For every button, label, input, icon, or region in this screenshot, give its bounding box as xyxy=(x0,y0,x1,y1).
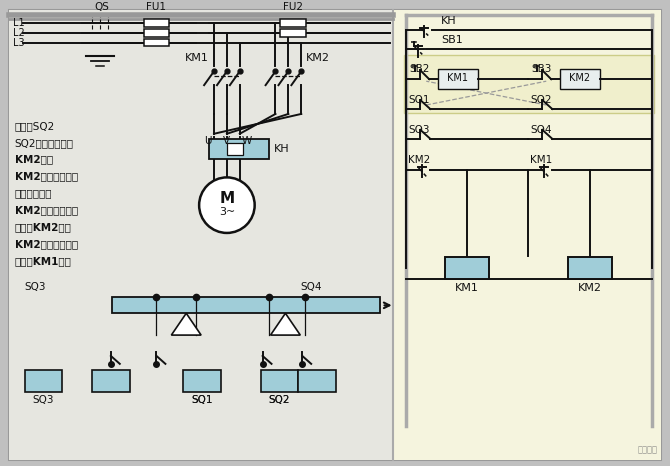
Text: M: M xyxy=(219,191,234,206)
Bar xyxy=(281,28,306,36)
Text: 挡铁碰SQ2: 挡铁碰SQ2 xyxy=(15,121,55,131)
Text: W: W xyxy=(242,136,252,146)
Text: KM2: KM2 xyxy=(409,156,431,165)
Text: SB3: SB3 xyxy=(531,64,551,74)
Text: SQ1: SQ1 xyxy=(192,395,213,404)
Bar xyxy=(209,139,269,158)
Text: KM1: KM1 xyxy=(448,73,468,83)
Text: V: V xyxy=(223,136,230,146)
Text: SQ1: SQ1 xyxy=(409,95,430,105)
Bar xyxy=(227,143,243,155)
Text: SQ3: SQ3 xyxy=(33,395,54,404)
Text: KM2: KM2 xyxy=(578,282,602,293)
Text: SQ2: SQ2 xyxy=(269,395,290,404)
Text: KH: KH xyxy=(441,16,457,26)
Text: SQ3: SQ3 xyxy=(25,282,46,293)
Text: KM1: KM1 xyxy=(455,282,479,293)
Bar xyxy=(261,370,298,391)
Bar xyxy=(112,297,380,313)
Text: KM2动合触头断开: KM2动合触头断开 xyxy=(15,205,78,215)
Text: KM2动合主触头断: KM2动合主触头断 xyxy=(15,171,78,181)
Bar xyxy=(567,257,612,279)
Text: KM2: KM2 xyxy=(570,73,590,83)
Text: 开，电机停转: 开，电机停转 xyxy=(15,188,52,199)
Bar xyxy=(298,370,336,391)
Text: SQ2: SQ2 xyxy=(531,95,552,105)
Bar xyxy=(438,69,478,89)
Bar xyxy=(25,370,62,391)
Text: KM2动断触头闭合: KM2动断触头闭合 xyxy=(15,239,78,249)
Text: FU1: FU1 xyxy=(147,2,166,12)
Polygon shape xyxy=(172,313,201,335)
Bar xyxy=(281,19,306,27)
Text: SQ2: SQ2 xyxy=(269,395,290,404)
Text: L1: L1 xyxy=(13,18,24,27)
Text: SQ1: SQ1 xyxy=(192,395,213,404)
Bar xyxy=(184,370,221,391)
Text: KH: KH xyxy=(273,144,289,154)
Text: KM1: KM1 xyxy=(531,156,553,165)
Circle shape xyxy=(199,178,255,233)
Text: FU2: FU2 xyxy=(283,2,304,12)
Text: QS: QS xyxy=(94,2,109,12)
Bar xyxy=(143,28,170,36)
Text: SB1: SB1 xyxy=(441,35,463,46)
Bar xyxy=(393,10,661,460)
Text: SB2: SB2 xyxy=(409,64,429,74)
Text: KM2: KM2 xyxy=(306,53,330,63)
Text: 解除对KM2自锁: 解除对KM2自锁 xyxy=(15,222,72,232)
Text: SQ2动断触头断开: SQ2动断触头断开 xyxy=(15,138,74,148)
Text: L2: L2 xyxy=(13,27,24,38)
Text: L3: L3 xyxy=(13,38,24,48)
Bar xyxy=(445,257,489,279)
Bar xyxy=(9,10,393,460)
Text: 3~: 3~ xyxy=(219,207,235,217)
Text: SQ3: SQ3 xyxy=(409,125,430,135)
Text: KM2失电: KM2失电 xyxy=(15,155,53,164)
Text: SQ4: SQ4 xyxy=(300,282,322,293)
Text: SQ4: SQ4 xyxy=(531,125,552,135)
Text: 解除对KM1联锁: 解除对KM1联锁 xyxy=(15,256,72,266)
Bar xyxy=(143,19,170,27)
Bar xyxy=(92,370,130,391)
Polygon shape xyxy=(271,313,300,335)
Text: 电工之家: 电工之家 xyxy=(637,445,657,454)
Text: U: U xyxy=(204,136,212,146)
Bar xyxy=(560,69,600,89)
Text: KM1: KM1 xyxy=(185,53,209,63)
Bar xyxy=(143,39,170,47)
Bar xyxy=(405,55,655,113)
